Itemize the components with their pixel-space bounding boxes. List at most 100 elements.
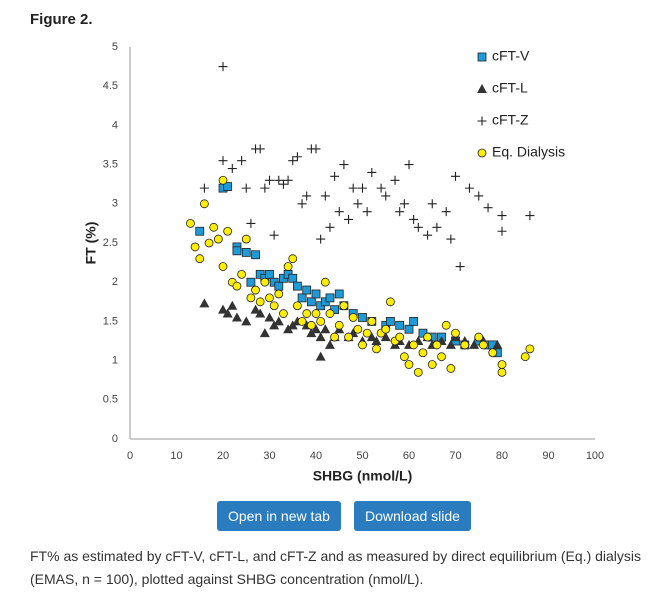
- point: [413, 222, 423, 232]
- point: [218, 62, 228, 72]
- point: [478, 340, 488, 350]
- point: [334, 289, 344, 299]
- point: [315, 351, 326, 361]
- point: [404, 360, 414, 369]
- point: [404, 324, 414, 334]
- point: [334, 207, 344, 217]
- point: [497, 211, 507, 221]
- point: [344, 332, 353, 342]
- point: [441, 320, 451, 330]
- point: [292, 281, 302, 291]
- point: [195, 254, 205, 264]
- point: [385, 316, 395, 326]
- point: [199, 183, 209, 193]
- point: [260, 277, 270, 287]
- point: [432, 222, 442, 232]
- point: [227, 300, 238, 310]
- point: [423, 230, 433, 240]
- point: [316, 234, 326, 244]
- point: [232, 281, 242, 291]
- point: [395, 207, 405, 217]
- point: [497, 226, 507, 236]
- point: [274, 175, 284, 185]
- point: [358, 340, 367, 350]
- point: [325, 309, 335, 318]
- point: [483, 203, 493, 213]
- y-tick-label: 3: [112, 198, 118, 210]
- point: [265, 269, 274, 279]
- point: [353, 324, 363, 334]
- y-tick-label: 1: [112, 355, 118, 367]
- point: [237, 156, 247, 166]
- point: [274, 281, 284, 291]
- point: [218, 175, 228, 185]
- point: [218, 156, 228, 166]
- point: [311, 144, 321, 154]
- x-tick-label: 50: [356, 450, 368, 462]
- point: [451, 328, 460, 338]
- point: [409, 340, 419, 350]
- point: [315, 332, 326, 342]
- point: [273, 316, 284, 326]
- point: [320, 324, 331, 334]
- point: [222, 308, 233, 318]
- x-tick-label: 10: [170, 450, 182, 462]
- legend-marker: [477, 84, 487, 93]
- point: [362, 207, 372, 217]
- open-button[interactable]: Open in new tab: [217, 501, 341, 531]
- point: [446, 364, 456, 373]
- point: [366, 332, 377, 342]
- point: [395, 332, 405, 342]
- y-tick-label: 5: [112, 41, 118, 53]
- point: [302, 309, 312, 318]
- point: [385, 297, 395, 307]
- point: [451, 171, 460, 181]
- point: [311, 309, 321, 318]
- point: [325, 293, 335, 303]
- point: [320, 277, 330, 287]
- point: [246, 293, 256, 303]
- point: [288, 254, 298, 264]
- point: [199, 199, 209, 209]
- point: [460, 340, 470, 350]
- point: [264, 312, 275, 322]
- point: [367, 316, 377, 326]
- point: [297, 199, 307, 209]
- point: [260, 183, 270, 193]
- point: [423, 332, 433, 342]
- legend-marker: [477, 116, 487, 126]
- legend-label: cFT-V: [492, 48, 530, 64]
- download-button[interactable]: Download slide: [354, 501, 471, 531]
- point: [358, 313, 367, 322]
- point: [339, 301, 349, 311]
- point: [399, 352, 409, 362]
- point: [250, 304, 261, 314]
- point: [251, 250, 260, 260]
- point: [376, 183, 386, 193]
- y-tick-label: 4.5: [103, 80, 118, 92]
- point: [353, 199, 363, 209]
- point: [437, 352, 446, 362]
- point: [381, 324, 391, 334]
- point: [292, 152, 302, 162]
- point: [395, 320, 405, 330]
- y-tick-label: 2: [112, 276, 118, 288]
- point: [292, 301, 302, 311]
- point: [297, 293, 307, 303]
- point: [302, 285, 312, 295]
- point: [418, 348, 428, 358]
- point: [241, 234, 251, 244]
- y-axis-label: FT (%): [83, 222, 99, 265]
- point: [199, 298, 210, 308]
- point: [464, 183, 474, 193]
- point: [455, 262, 465, 272]
- legend-label: cFT-Z: [492, 112, 529, 128]
- point: [241, 183, 251, 193]
- point: [325, 222, 335, 232]
- point: [316, 316, 326, 326]
- point: [255, 297, 265, 307]
- x-tick-label: 80: [496, 450, 508, 462]
- y-tick-label: 0: [112, 433, 118, 445]
- point: [246, 277, 256, 287]
- point: [306, 297, 316, 307]
